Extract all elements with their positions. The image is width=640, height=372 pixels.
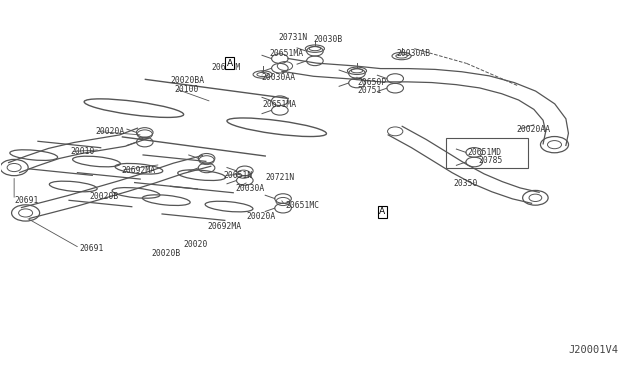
Text: 20691: 20691 (14, 196, 38, 205)
Text: 20020AA: 20020AA (516, 125, 550, 134)
Text: 20020: 20020 (183, 240, 207, 249)
Text: 20030B: 20030B (314, 35, 343, 44)
Text: 20692MA: 20692MA (121, 166, 156, 174)
Text: 20785: 20785 (478, 156, 502, 166)
Text: 20020B: 20020B (90, 192, 118, 201)
Bar (446, 138, 528, 168)
Text: 20651MD: 20651MD (468, 148, 502, 157)
Text: 20751: 20751 (357, 86, 381, 95)
Text: 20020A: 20020A (96, 127, 125, 136)
Text: J20001V4: J20001V4 (568, 345, 618, 355)
Text: 20691: 20691 (80, 244, 104, 253)
Text: 20650P: 20650P (357, 78, 386, 87)
Text: 20030AB: 20030AB (396, 49, 431, 58)
Text: A: A (227, 58, 232, 68)
Text: 20010: 20010 (70, 147, 95, 156)
Text: 20692MA: 20692MA (207, 222, 241, 231)
Text: 20020BA: 20020BA (170, 76, 204, 85)
Text: 20030A: 20030A (236, 184, 265, 193)
Text: 20350: 20350 (454, 179, 478, 187)
Text: 20721N: 20721N (266, 173, 295, 182)
Text: 20651MA: 20651MA (269, 49, 303, 58)
Text: 20692M: 20692M (212, 63, 241, 72)
Text: 20651MC: 20651MC (285, 201, 319, 210)
Text: 20731N: 20731N (278, 33, 308, 42)
Text: A: A (380, 207, 385, 217)
Text: 20100: 20100 (175, 85, 199, 94)
Text: 20020A: 20020A (246, 212, 276, 221)
Text: 20651MA: 20651MA (262, 100, 297, 109)
Text: 20020B: 20020B (151, 249, 180, 258)
Text: 20651N: 20651N (223, 171, 252, 180)
Text: 20030AA: 20030AA (261, 73, 296, 82)
